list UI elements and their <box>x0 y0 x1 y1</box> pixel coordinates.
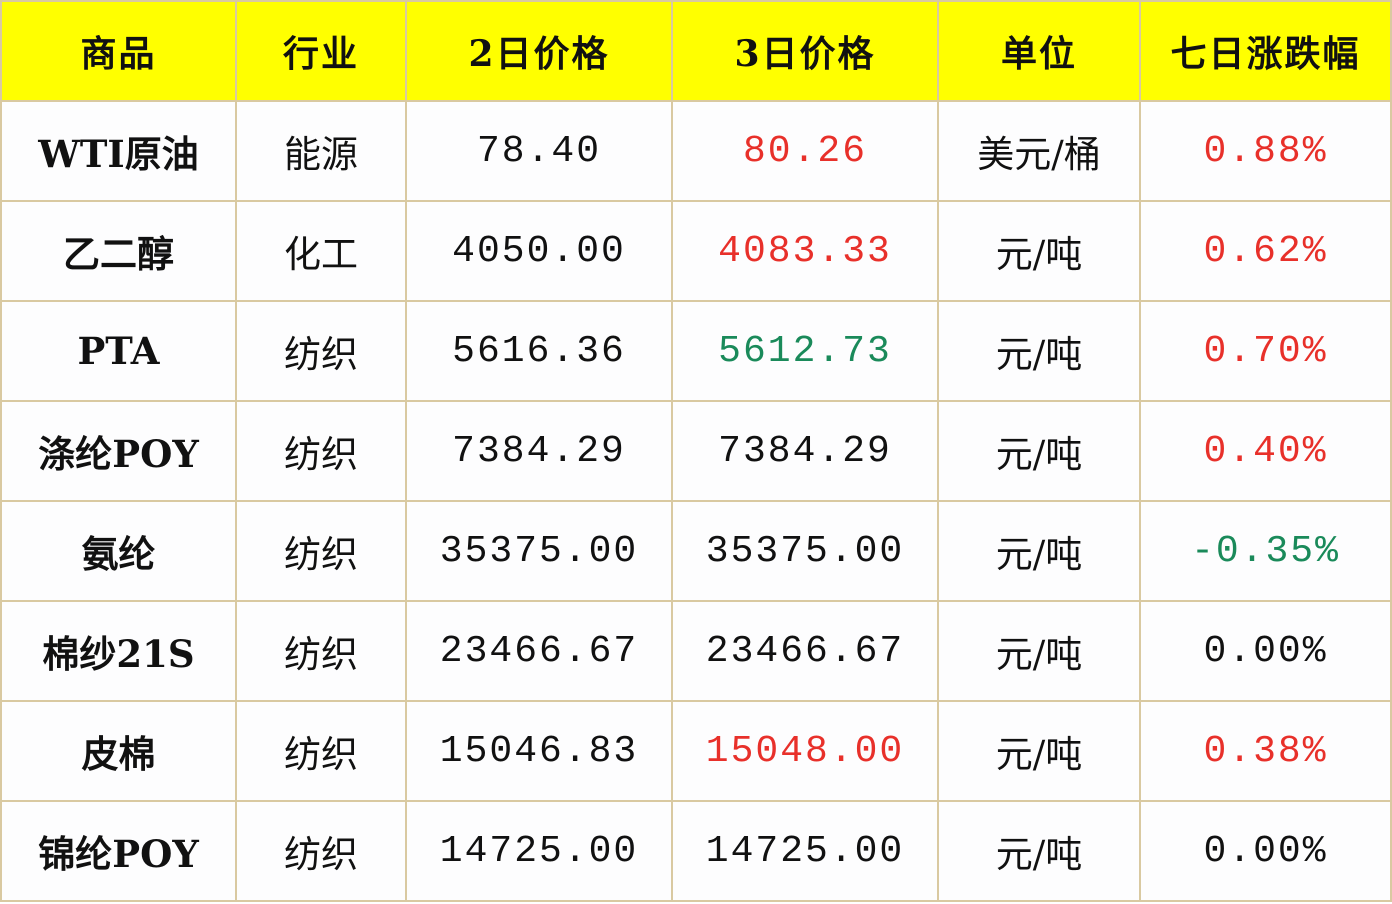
price-day3-cell: 14725.00 <box>671 800 939 902</box>
industry-cell: 纺织 <box>235 400 407 502</box>
price-day3-cell: 4083.33 <box>671 200 939 302</box>
price-day2-cell: 5616.36 <box>405 300 673 402</box>
unit-cell: 美元/桶 <box>937 100 1141 202</box>
commodity-name: 锦纶POY <box>0 800 237 902</box>
price-day2-cell: 7384.29 <box>405 400 673 502</box>
unit-cell: 元/吨 <box>937 500 1141 602</box>
change-7d-cell: 0.38% <box>1139 700 1392 802</box>
unit-cell: 元/吨 <box>937 400 1141 502</box>
table-row: 锦纶POY 纺织 14725.00 14725.00 元/吨 0.00% <box>0 800 1392 902</box>
commodity-name: PTA <box>0 300 237 402</box>
price-day2-cell: 15046.83 <box>405 700 673 802</box>
change-7d-cell: -0.35% <box>1139 500 1392 602</box>
table-row: 涤纶POY 纺织 7384.29 7384.29 元/吨 0.40% <box>0 400 1392 502</box>
industry-cell: 纺织 <box>235 800 407 902</box>
price-day2-cell: 78.40 <box>405 100 673 202</box>
header-commodity: 商品 <box>0 0 237 102</box>
industry-cell: 化工 <box>235 200 407 302</box>
commodity-name: WTI原油 <box>0 100 237 202</box>
change-7d-cell: 0.00% <box>1139 600 1392 702</box>
price-day2-cell: 14725.00 <box>405 800 673 902</box>
price-day3-cell: 35375.00 <box>671 500 939 602</box>
commodity-name: 氨纶 <box>0 500 237 602</box>
table-row: WTI原油 能源 78.40 80.26 美元/桶 0.88% <box>0 100 1392 202</box>
change-7d-cell: 0.00% <box>1139 800 1392 902</box>
header-industry: 行业 <box>235 0 407 102</box>
price-day2-cell: 4050.00 <box>405 200 673 302</box>
table-row: 棉纱21S 纺织 23466.67 23466.67 元/吨 0.00% <box>0 600 1392 702</box>
price-day3-cell: 80.26 <box>671 100 939 202</box>
table-row: 氨纶 纺织 35375.00 35375.00 元/吨 -0.35% <box>0 500 1392 602</box>
header-price-day2: 2日价格 <box>405 0 673 102</box>
unit-cell: 元/吨 <box>937 800 1141 902</box>
unit-cell: 元/吨 <box>937 600 1141 702</box>
commodity-name: 棉纱21S <box>0 600 237 702</box>
commodity-name: 涤纶POY <box>0 400 237 502</box>
change-7d-cell: 0.62% <box>1139 200 1392 302</box>
price-day2-cell: 35375.00 <box>405 500 673 602</box>
unit-cell: 元/吨 <box>937 300 1141 402</box>
industry-cell: 纺织 <box>235 300 407 402</box>
change-7d-cell: 0.40% <box>1139 400 1392 502</box>
industry-cell: 纺织 <box>235 700 407 802</box>
header-unit: 单位 <box>937 0 1141 102</box>
table-row: 皮棉 纺织 15046.83 15048.00 元/吨 0.38% <box>0 700 1392 802</box>
price-day3-cell: 7384.29 <box>671 400 939 502</box>
header-price-day3: 3日价格 <box>671 0 939 102</box>
price-day3-cell: 5612.73 <box>671 300 939 402</box>
header-change-7d: 七日涨跌幅 <box>1139 0 1392 102</box>
table-row: PTA 纺织 5616.36 5612.73 元/吨 0.70% <box>0 300 1392 402</box>
price-day2-cell: 23466.67 <box>405 600 673 702</box>
commodity-name: 乙二醇 <box>0 200 237 302</box>
header-row: 商品 行业 2日价格 3日价格 单位 七日涨跌幅 <box>0 0 1392 102</box>
commodity-name: 皮棉 <box>0 700 237 802</box>
industry-cell: 能源 <box>235 100 407 202</box>
industry-cell: 纺织 <box>235 500 407 602</box>
unit-cell: 元/吨 <box>937 700 1141 802</box>
unit-cell: 元/吨 <box>937 200 1141 302</box>
price-day3-cell: 23466.67 <box>671 600 939 702</box>
industry-cell: 纺织 <box>235 600 407 702</box>
change-7d-cell: 0.88% <box>1139 100 1392 202</box>
table-row: 乙二醇 化工 4050.00 4083.33 元/吨 0.62% <box>0 200 1392 302</box>
change-7d-cell: 0.70% <box>1139 300 1392 402</box>
price-day3-cell: 15048.00 <box>671 700 939 802</box>
